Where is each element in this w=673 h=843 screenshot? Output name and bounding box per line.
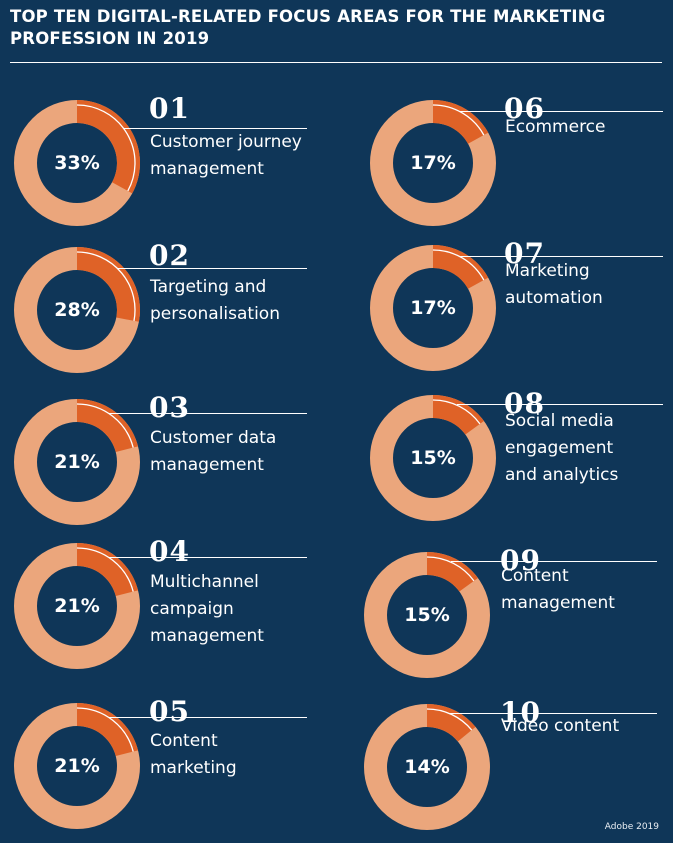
rank-number: 01: [149, 92, 190, 125]
leader-line: [459, 110, 663, 112]
donut-chart-08: [370, 395, 496, 521]
donut-slice-09: [427, 552, 478, 592]
percent-label: 14%: [404, 756, 450, 778]
leader-line: [118, 268, 307, 270]
focus-item-01: 33% 01 Customer journey management: [12, 92, 342, 238]
leader-line: [109, 413, 307, 415]
source-credit: Adobe 2019: [604, 822, 659, 832]
slice-arc-line: [432, 249, 485, 281]
donut-slice-06: [433, 100, 489, 144]
donut-chart-09: [364, 552, 490, 678]
donut-slice-08: [433, 395, 484, 435]
donut-chart-04: [14, 543, 140, 669]
rank-number: 06: [504, 92, 545, 125]
slice-arc-line: [432, 104, 485, 136]
focus-item-04: 21% 04 Multichannel campaign management: [12, 535, 342, 681]
percent-label: 17%: [410, 297, 456, 319]
slice-arc-line: [426, 556, 475, 582]
donut-slice-05: [77, 703, 139, 757]
donut-chart-01: [14, 100, 140, 226]
donut-slice-10: [427, 704, 476, 742]
category-label: Customer data management: [150, 428, 277, 475]
focus-item-10: 14% 10 Video content: [362, 696, 673, 842]
slice-arc-line: [432, 399, 481, 425]
donut-slice-01: [77, 100, 140, 194]
focus-item-08: 15% 08 Social media engagement and analyti…: [368, 387, 673, 533]
donut-chart-07: [370, 245, 496, 371]
donut-chart-10: [364, 704, 490, 830]
slice-arc-line: [76, 403, 134, 448]
rank-number: 08: [504, 387, 545, 420]
focus-item-06: 17% 06 Ecommerce: [368, 92, 673, 238]
percent-label: 15%: [404, 604, 450, 626]
percent-label: 21%: [54, 755, 100, 777]
rank-number: 05: [149, 695, 190, 728]
chart-title: Top ten digital-related focus areas for …: [10, 7, 606, 48]
rank-number: 09: [500, 544, 541, 577]
leader-line: [109, 717, 307, 719]
category-label: Content management: [501, 566, 615, 613]
donut-slice-02: [77, 247, 140, 322]
title-divider: [10, 62, 662, 63]
rank-number: 04: [149, 535, 190, 568]
percent-label: 28%: [54, 299, 100, 321]
donut-slice-03: [77, 399, 139, 453]
rank-number: 07: [504, 237, 545, 270]
slice-arc-line: [76, 547, 134, 592]
category-label: Social media engagement and analytics: [505, 411, 619, 485]
leader-line: [456, 404, 663, 406]
focus-item-09: 15% 09 Content management: [362, 544, 673, 690]
percent-label: 21%: [54, 595, 100, 617]
leader-line: [123, 127, 307, 129]
leader-line: [459, 255, 663, 257]
focus-item-05: 21% 05 Content marketing: [12, 695, 342, 841]
category-label: Video content: [501, 716, 620, 736]
donut-slice-04: [77, 543, 139, 597]
category-label: Marketing automation: [505, 261, 603, 308]
donut-slice-07: [433, 245, 489, 289]
percent-label: 17%: [410, 152, 456, 174]
leader-line: [449, 712, 657, 714]
leader-line: [109, 557, 307, 559]
focus-item-02: 28% 02 Targeting and personalisation: [12, 239, 342, 385]
slice-arc-line: [76, 104, 136, 192]
percent-label: 15%: [410, 447, 456, 469]
category-label: Customer journey management: [150, 132, 302, 179]
rank-number: 02: [149, 239, 190, 272]
donut-chart-03: [14, 399, 140, 525]
focus-item-07: 17% 07 Marketing automation: [368, 237, 673, 383]
focus-item-03: 21% 03 Customer data management: [12, 391, 342, 537]
slice-arc-line: [76, 251, 136, 321]
leader-line: [450, 561, 657, 563]
category-label: Multichannel campaign management: [150, 572, 264, 646]
slice-arc-line: [76, 707, 134, 752]
rank-number: 10: [500, 696, 541, 729]
category-label: Ecommerce: [505, 117, 606, 137]
rank-number: 03: [149, 391, 190, 424]
percent-label: 33%: [54, 152, 100, 174]
donut-chart-06: [370, 100, 496, 226]
donut-chart-05: [14, 703, 140, 829]
category-label: Targeting and personalisation: [150, 277, 280, 324]
category-label: Content marketing: [150, 731, 237, 778]
slice-arc-line: [426, 708, 473, 731]
percent-label: 21%: [54, 451, 100, 473]
donut-chart-02: [14, 247, 140, 373]
